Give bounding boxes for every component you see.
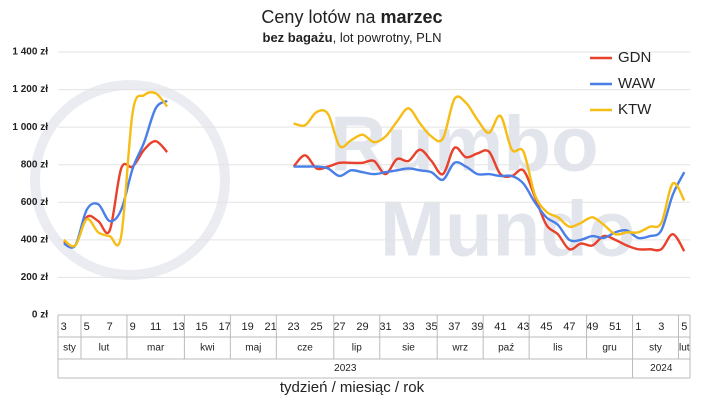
title-emphasis: marzec bbox=[381, 7, 443, 27]
month-label: mar bbox=[147, 343, 165, 354]
x-tick-label: 5 bbox=[681, 321, 687, 333]
y-tick-label: 200 zł bbox=[21, 272, 48, 283]
x-tick-label: 1 bbox=[635, 321, 641, 333]
x-tick-label: 17 bbox=[218, 321, 230, 333]
x-tick-label: 11 bbox=[150, 321, 161, 333]
y-tick-label: 1 400 zł bbox=[12, 47, 48, 58]
month-label: lip bbox=[352, 343, 362, 354]
series-line bbox=[63, 99, 686, 249]
year-label: 2024 bbox=[650, 363, 673, 374]
x-axis-title: tydzień / miesiąc / rok bbox=[280, 379, 425, 396]
legend-label: WAW bbox=[618, 75, 656, 92]
x-tick-label: 3 bbox=[61, 321, 67, 333]
legend-label: GDN bbox=[618, 49, 651, 66]
x-tick-label: 15 bbox=[196, 321, 208, 333]
x-tick-label: 43 bbox=[517, 321, 529, 333]
x-tick-label: 13 bbox=[173, 321, 185, 333]
watermark-text: Mundo bbox=[380, 185, 636, 273]
x-tick-label: 3 bbox=[658, 321, 664, 333]
chart-title: Ceny lotów na marzec bbox=[261, 7, 442, 27]
x-tick-label: 27 bbox=[333, 321, 345, 333]
x-tick-label: 35 bbox=[425, 321, 437, 333]
chart-subtitle: bez bagażu, lot powrotny, PLN bbox=[263, 30, 442, 45]
x-tick-label: 39 bbox=[471, 321, 483, 333]
month-label: maj bbox=[245, 343, 261, 354]
y-tick-label: 1 200 zł bbox=[12, 84, 48, 95]
month-label: cze bbox=[297, 343, 313, 354]
y-tick-label: 400 zł bbox=[21, 234, 48, 245]
watermark: Rumbo Mundo bbox=[30, 80, 636, 280]
x-tick-label: 31 bbox=[379, 321, 391, 333]
x-tick-label: 33 bbox=[402, 321, 414, 333]
y-tick-label: 0 zł bbox=[32, 310, 48, 321]
series-line bbox=[63, 91, 686, 248]
title-text: Ceny lotów na bbox=[261, 7, 376, 27]
y-tick-label: 600 zł bbox=[21, 197, 48, 208]
x-tick-label: 45 bbox=[540, 321, 552, 333]
x-tick-label: 29 bbox=[356, 321, 368, 333]
year-label: 2023 bbox=[334, 363, 357, 374]
month-label: sie bbox=[402, 343, 415, 354]
month-label: sty bbox=[63, 343, 76, 354]
month-label: lis bbox=[553, 343, 562, 354]
x-tick-label: 5 bbox=[84, 321, 90, 333]
x-tick-label: 21 bbox=[264, 321, 276, 333]
x-tick-label: 51 bbox=[609, 321, 621, 333]
x-tick-label: 23 bbox=[287, 321, 299, 333]
x-tick-label: 49 bbox=[586, 321, 598, 333]
y-tick-label: 800 zł bbox=[21, 159, 48, 170]
month-label: wrz bbox=[451, 343, 468, 354]
month-label: paź bbox=[498, 343, 514, 354]
subtitle-text: , lot powrotny, PLN bbox=[333, 30, 442, 45]
month-label: lut bbox=[679, 343, 690, 354]
y-tick-label: 1 000 zł bbox=[12, 122, 48, 133]
watermark-logo bbox=[30, 80, 230, 280]
x-tick-label: 7 bbox=[107, 321, 113, 333]
month-label: lut bbox=[99, 343, 110, 354]
month-label: gru bbox=[602, 343, 616, 354]
x-tick-label: 19 bbox=[241, 321, 253, 333]
month-label: sty bbox=[649, 343, 662, 354]
x-tick-label: 9 bbox=[130, 321, 136, 333]
x-tick-label: 25 bbox=[310, 321, 322, 333]
x-tick-label: 41 bbox=[494, 321, 506, 333]
subtitle-emphasis: bez bagażu bbox=[263, 30, 333, 45]
month-label: kwi bbox=[200, 343, 214, 354]
x-tick-label: 47 bbox=[563, 321, 575, 333]
x-tick-label: 37 bbox=[448, 321, 460, 333]
legend-label: KTW bbox=[618, 101, 652, 118]
